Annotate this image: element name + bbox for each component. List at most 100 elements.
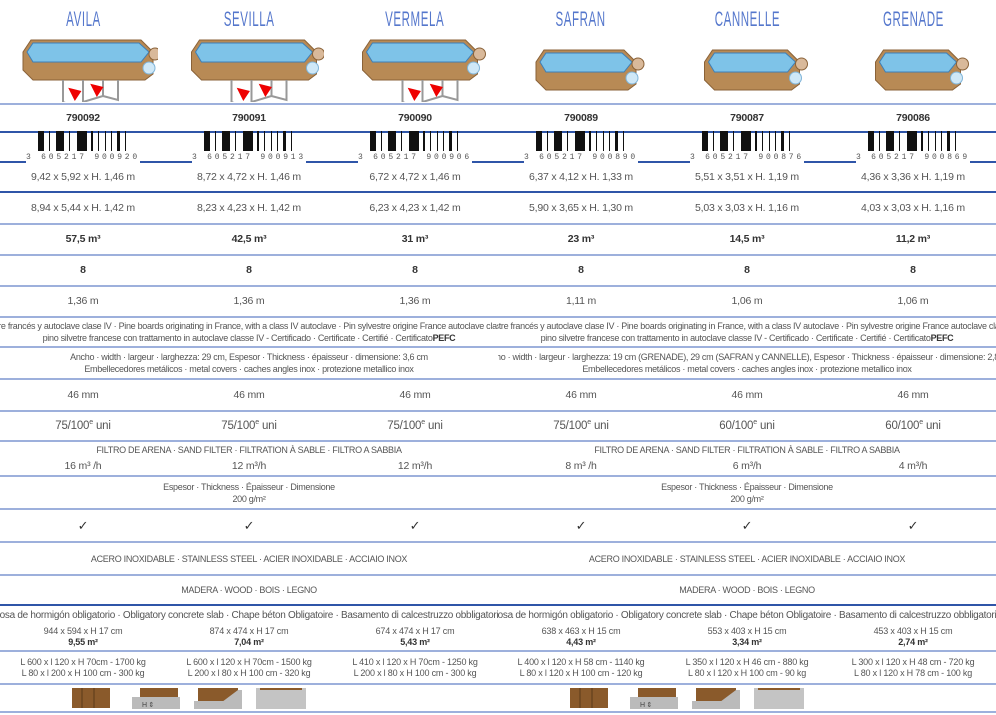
interior-dimensions-row-cell: 5,90 x 3,65 x H. 1,30 m <box>498 193 664 223</box>
liner-gauge-row-cell: 60/100e uni <box>830 412 996 440</box>
slab-cell: 453 x 403 x H 15 cm 2,74 m² <box>830 625 996 650</box>
pool-header: SAFRAN <box>498 0 664 103</box>
interior-dimensions-row-cell: 8,23 x 4,23 x H. 1,42 m <box>166 193 332 223</box>
certification: PEFC <box>432 333 456 343</box>
text: Espesor · Thickness · Épaisseur · Dimens… <box>661 481 833 492</box>
count-row-cell: 8 <box>498 256 664 285</box>
package-row-cell: L 300 x l 120 x H 48 cm - 720 kg L 80 x l… <box>830 652 996 683</box>
count: 8 <box>910 264 916 276</box>
water-depth: 1,36 m <box>67 295 99 307</box>
liner-gauge: 75/100e uni <box>553 419 609 433</box>
check-row-cell: ✓ <box>0 510 166 541</box>
check-row-cell: ✓ <box>664 510 830 541</box>
count: 8 <box>578 264 584 276</box>
interior-dimensions-row-cell: 4,03 x 3,03 x H. 1,16 m <box>830 193 996 223</box>
barcode-icon <box>203 130 292 155</box>
package-2: L 80 x l 120 x H 100 cm - 90 kg <box>687 667 807 678</box>
interior-dimensions: 8,23 x 4,23 x H. 1,42 m <box>197 201 301 214</box>
felt-row-text: 200 g/m² <box>0 493 498 505</box>
pool-header: AVILA <box>0 0 166 103</box>
package-1: L 400 x l 120 x H 58 cm - 1140 kg <box>517 656 645 667</box>
volume-row-cell: 23 m³ <box>498 225 664 254</box>
filter-flow: 8 m³ /h <box>565 459 597 472</box>
package-row-cell: L 600 x l 120 x H 70cm - 1500 kg L 200 x … <box>166 652 332 683</box>
barcode-number: 3 605217 900920 <box>25 150 140 164</box>
text: no silvestre francés y autoclave clase I… <box>0 321 498 331</box>
liner: 46 mm <box>897 388 929 401</box>
pool-header: GRENADE <box>830 0 996 103</box>
board-row: Ancho · width · largeur · larghezza: 29 … <box>0 348 996 380</box>
package-1: L 410 x l 120 x H 70cm - 1250 kg <box>352 656 478 667</box>
filter-header: FILTRO DE ARENA · SAND FILTER · FILTRATI… <box>0 442 996 457</box>
pool-illustration <box>535 49 645 91</box>
water-depth: 1,06 m <box>731 295 763 307</box>
pool-illustration <box>362 39 486 102</box>
wood-origin-row-left: no silvestre francés y autoclave clase I… <box>0 318 498 346</box>
gauge-sup: e <box>421 418 425 426</box>
barcode: 3 605217 900913 <box>191 130 306 164</box>
exterior-dimensions-row: 9,42 x 5,92 x H. 1,46 m 8,72 x 4,72 x H. … <box>0 163 996 193</box>
header-row: AVILA SEVILLA VERMELA SAFRAN CANNELLE GR… <box>0 0 996 105</box>
package-2: L 80 x l 120 x H 78 cm - 100 kg <box>853 667 973 678</box>
barcode-row-cell: 3 605217 900913 <box>166 130 332 164</box>
wood-origin-row-right: no silvestre francés y autoclave clase I… <box>498 318 996 346</box>
liner-gauge: 60/100e uni <box>719 419 775 433</box>
steel-row-right: ACERO INOXIDABLE · STAINLESS STEEL · ACI… <box>498 543 996 574</box>
slab-cell: 638 x 463 x H 15 cm 4,43 m² <box>498 625 664 650</box>
volume-row-cell: 11,2 m³ <box>830 225 996 254</box>
gauge: 60/100 <box>885 419 920 432</box>
felt-row-right: Espesor · Thickness · Épaisseur · Dimens… <box>498 477 996 508</box>
barcode-icon <box>867 130 956 155</box>
liner-thickness-row-cell: 46 mm <box>0 380 166 410</box>
above-ground-icon <box>570 688 608 708</box>
liner-gauge: 75/100e uni <box>55 419 111 433</box>
installation-row: H ⇕ H ⇕ <box>0 685 996 713</box>
depth-row: 1,36 m 1,36 m 1,36 m 1,11 m 1,06 m 1,06 m <box>0 287 996 318</box>
text: ACERO INOXIDABLE · STAINLESS STEEL · ACI… <box>588 553 906 564</box>
exterior-dimensions: 6,37 x 4,12 x H. 1,33 m <box>529 170 633 183</box>
in-ground-icon <box>256 688 306 709</box>
liner-thickness-row-cell: 46 mm <box>830 380 996 410</box>
gauge: 75/100 <box>221 419 256 432</box>
board-row-text: Embellecedores metálicos · metal covers … <box>498 363 996 375</box>
text: Ancho · width · largeur · larghezza: 19 … <box>498 352 996 362</box>
felt-row-left: Espesor · Thickness · Épaisseur · Dimens… <box>0 477 498 508</box>
text: MADERA · WOOD · BOIS · LEGNO <box>181 585 317 595</box>
gauge-unit: uni <box>427 419 443 432</box>
slab-dimensions: 674 x 474 x H 17 cm <box>375 626 455 637</box>
interior-dimensions-row-cell: 8,94 x 5,44 x H. 1,42 m <box>0 193 166 223</box>
gauge: 60/100 <box>719 419 754 432</box>
barcode-icon <box>369 130 458 155</box>
wood-row-text: MADERA · WOOD · BOIS · LEGNO <box>0 584 498 596</box>
exterior-dimensions-row-cell: 6,72 x 4,72 x 1,46 m <box>332 163 498 191</box>
package-row-cell: L 400 x l 120 x H 58 cm - 1140 kg L 80 x … <box>498 652 664 683</box>
volume-row-cell: 31 m³ <box>332 225 498 254</box>
liner-gauge-row-cell: 75/100e uni <box>498 412 664 440</box>
check-row-cell: ✓ <box>332 510 498 541</box>
count: 8 <box>246 264 252 276</box>
liner: 46 mm <box>67 388 99 401</box>
check-icon: ✓ <box>575 518 587 533</box>
pool-name: VERMELA <box>385 8 445 31</box>
filter-flow: 16 m³ /h <box>64 459 102 472</box>
gauge: 75/100 <box>387 419 422 432</box>
package-2: L 80 x l 120 x H 100 cm - 120 kg <box>519 667 643 678</box>
code-row-cell: 790087 <box>664 105 830 131</box>
board-row-text: Ancho · width · largeur · larghezza: 19 … <box>498 351 996 363</box>
above-ground-icon <box>72 688 110 708</box>
exterior-dimensions-row-cell: 5,51 x 3,51 x H. 1,19 m <box>664 163 830 191</box>
filter-label: FILTRO DE ARENA · SAND FILTER · FILTRATI… <box>594 444 900 455</box>
package-row-cell: L 410 x l 120 x H 70cm - 1250 kg L 200 x … <box>332 652 498 683</box>
volume: 11,2 m³ <box>895 233 931 245</box>
semi-buried-icon: H ⇕ <box>132 688 180 709</box>
liner-thickness-row: 46 mm 46 mm 46 mm 46 mm 46 mm 46 mm <box>0 380 996 412</box>
text: Ancho · width · largeur · larghezza: 29 … <box>70 352 428 362</box>
pool-header: SEVILLA <box>166 0 332 103</box>
filter-flow: 6 m³/h <box>732 459 762 472</box>
text: no silvestre francés y autoclave clase I… <box>498 321 996 331</box>
text: Espesor · Thickness · Épaisseur · Dimens… <box>163 481 335 492</box>
volume: 57,5 m³ <box>65 233 101 245</box>
text: Embellecedores metálicos · metal covers … <box>84 364 414 374</box>
depth-row-cell: 1,06 m <box>830 287 996 316</box>
exterior-dimensions-row-cell: 9,42 x 5,92 x H. 1,46 m <box>0 163 166 191</box>
